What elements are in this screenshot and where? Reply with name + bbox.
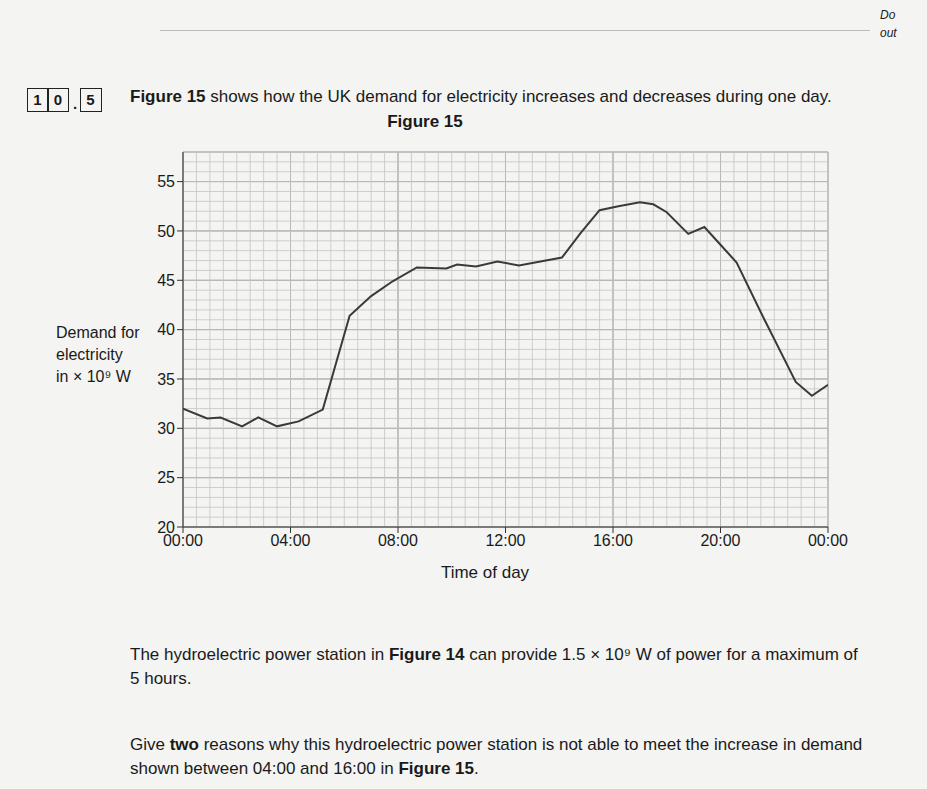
svg-text:00:00: 00:00: [808, 532, 848, 549]
svg-text:50: 50: [157, 223, 175, 240]
svg-text:00:00: 00:00: [163, 532, 203, 550]
svg-text:40: 40: [157, 321, 175, 338]
html-text:out: out: [880, 26, 897, 40]
svg-text:16:00: 16:00: [593, 532, 633, 549]
html-text:Give two reasons why this hydr: Give two reasons why this hydroelectric …: [130, 735, 863, 778]
svg-text:35: 35: [157, 371, 175, 388]
svg-text:20:00: 20:00: [700, 532, 740, 549]
svg-text:04:00: 04:00: [270, 532, 310, 549]
svg-text:55: 55: [157, 173, 175, 190]
html-text:Do: Do: [880, 8, 896, 22]
html-text:Figure 15 shows how the UK dem: Figure 15 shows how the UK demand for el…: [130, 87, 832, 106]
html-text:Demand for: Demand for: [56, 324, 140, 341]
svg-text:08:00: 08:00: [378, 532, 418, 549]
html-text:in × 10⁹ W: in × 10⁹ W: [56, 368, 131, 385]
html-text:The hydroelectric power statio: The hydroelectric power station in Figur…: [130, 645, 858, 688]
html-text:Time of day: Time of day: [440, 563, 530, 582]
svg-text:20: 20: [157, 519, 175, 536]
svg-text:45: 45: [157, 272, 175, 289]
svg-text:25: 25: [157, 469, 175, 486]
html-text:0: 0: [53, 91, 63, 108]
html-text:Figure 15: Figure 15: [387, 112, 463, 131]
svg-text:12:00: 12:00: [485, 532, 525, 549]
html-text:electricity: electricity: [56, 346, 123, 363]
html-text:5: 5: [86, 91, 95, 108]
svg-text:30: 30: [157, 420, 175, 437]
html-text:1: 1: [33, 91, 42, 108]
